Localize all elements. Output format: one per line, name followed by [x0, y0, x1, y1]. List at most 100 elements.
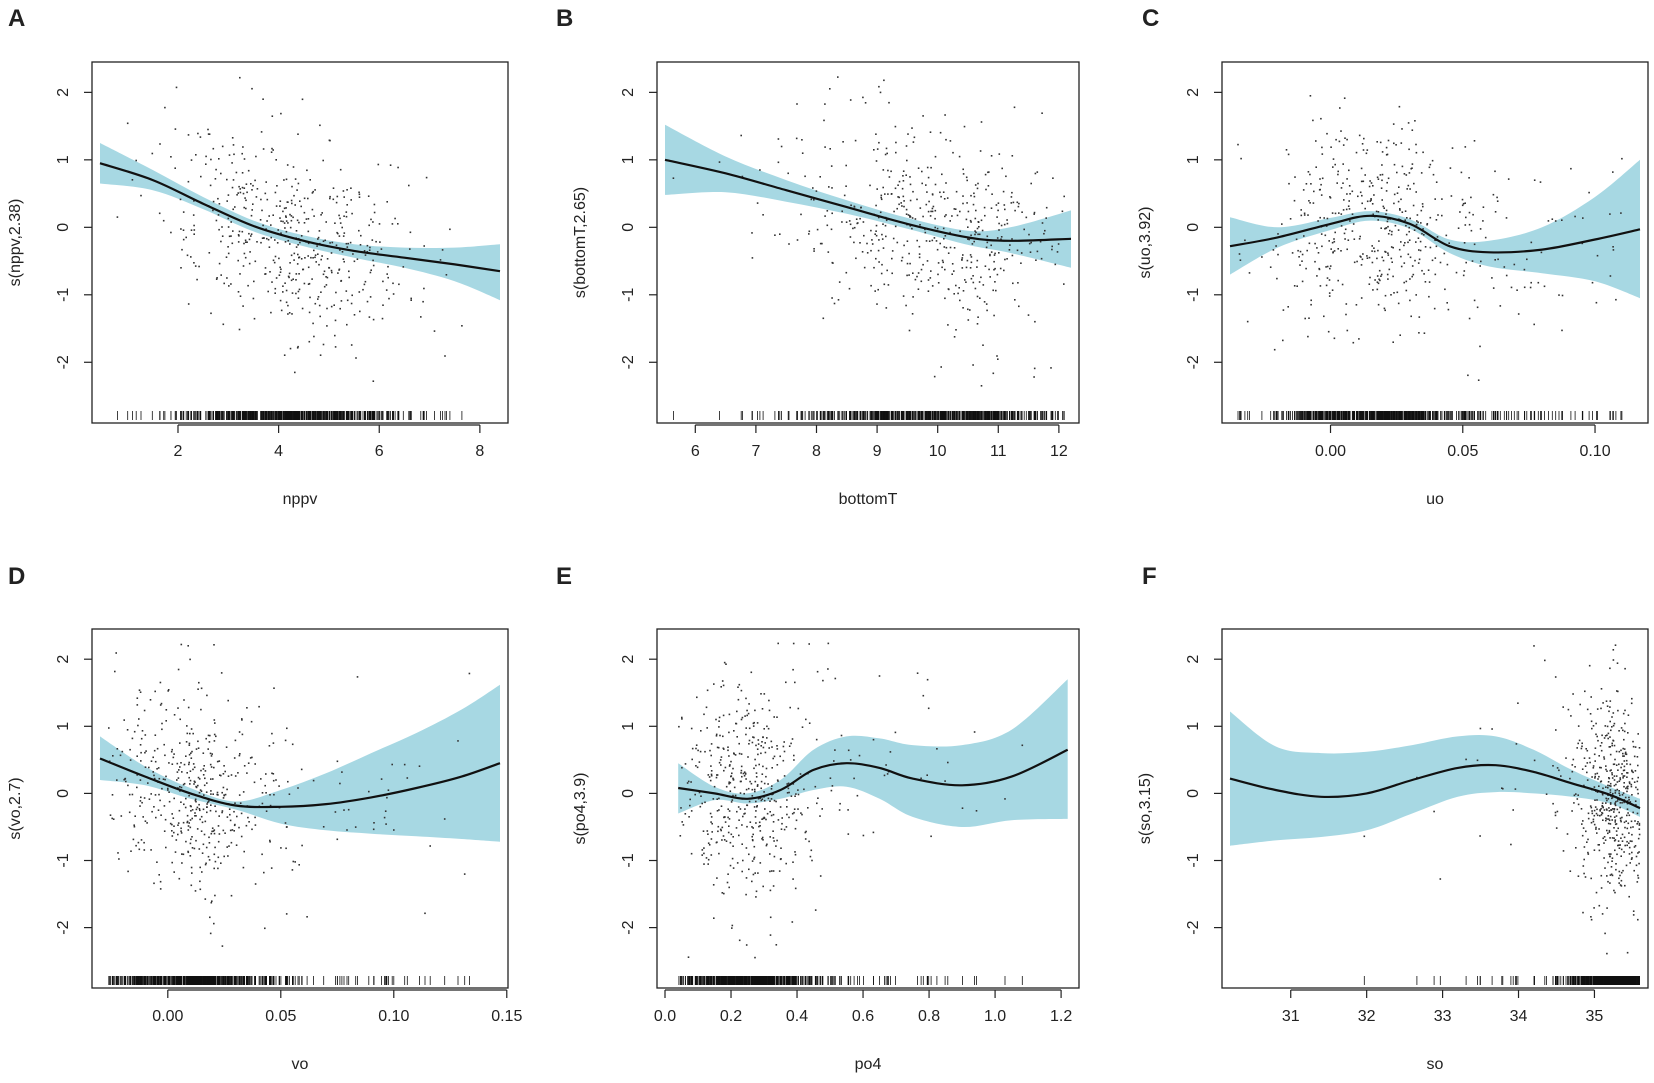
data-point: [194, 799, 197, 802]
data-point: [801, 139, 803, 141]
data-point: [752, 736, 754, 738]
data-point: [986, 241, 989, 244]
data-point: [160, 702, 163, 705]
data-point: [1342, 163, 1344, 165]
data-point: [929, 131, 932, 133]
data-point: [1237, 143, 1239, 146]
data-point: [242, 146, 244, 148]
data-point: [1030, 182, 1032, 185]
data-point: [740, 718, 743, 721]
data-point: [1301, 260, 1303, 262]
data-point: [768, 709, 771, 712]
data-point: [1434, 273, 1437, 276]
data-point: [189, 779, 192, 782]
data-point: [188, 761, 190, 764]
data-point: [1392, 123, 1395, 125]
data-point: [1400, 265, 1403, 268]
data-point: [331, 271, 333, 274]
data-point: [247, 762, 250, 764]
data-point: [1360, 167, 1363, 170]
data-point: [241, 719, 243, 721]
data-point: [1561, 219, 1563, 221]
data-point: [190, 757, 193, 759]
data-point: [1482, 220, 1484, 222]
data-point: [700, 730, 702, 732]
data-point: [282, 220, 284, 223]
data-point: [186, 772, 188, 774]
data-point: [1321, 177, 1324, 180]
data-point: [287, 275, 290, 278]
data-point: [681, 716, 683, 719]
data-point: [164, 818, 167, 821]
data-point: [186, 732, 189, 735]
data-point: [976, 227, 979, 230]
data-point: [1543, 285, 1546, 288]
data-point: [243, 850, 245, 853]
data-point: [463, 873, 466, 875]
data-point: [813, 250, 815, 252]
data-point: [313, 215, 315, 217]
data-point: [291, 292, 294, 294]
data-point: [289, 262, 291, 264]
data-point: [971, 243, 974, 245]
data-point: [279, 299, 282, 302]
data-point: [131, 737, 134, 740]
data-point: [410, 299, 412, 301]
data-point: [247, 169, 250, 172]
data-point: [849, 99, 852, 101]
data-point: [1021, 211, 1023, 213]
data-point: [355, 357, 357, 359]
data-point: [322, 273, 325, 276]
data-point: [719, 734, 721, 737]
data-point: [204, 777, 206, 780]
data-point: [1016, 249, 1019, 252]
data-point: [1390, 246, 1393, 248]
data-point: [998, 153, 1001, 155]
data-point: [147, 782, 149, 784]
data-point: [931, 239, 934, 242]
data-point: [760, 799, 763, 802]
data-point: [961, 257, 964, 259]
data-point: [358, 196, 361, 198]
data-point: [236, 194, 238, 196]
data-point: [210, 901, 213, 904]
data-point: [793, 754, 795, 757]
data-point: [195, 839, 197, 842]
data-point: [853, 777, 855, 780]
data-point: [973, 192, 975, 195]
data-point: [1330, 146, 1332, 148]
data-point: [1282, 339, 1284, 342]
data-point: [1276, 277, 1278, 280]
data-point: [1332, 158, 1335, 160]
data-point: [243, 242, 245, 245]
data-point: [830, 228, 833, 231]
data-point: [1446, 302, 1448, 304]
data-point: [230, 283, 232, 285]
data-point: [194, 265, 197, 267]
data-point: [139, 800, 142, 802]
data-point: [687, 956, 690, 958]
data-point: [221, 810, 224, 812]
data-point: [831, 212, 833, 215]
data-point: [197, 740, 199, 743]
data-point: [1431, 259, 1434, 262]
data-point: [1303, 214, 1306, 216]
data-point: [1386, 273, 1389, 276]
data-point: [882, 223, 884, 225]
data-point: [1017, 205, 1020, 208]
data-point: [271, 772, 273, 775]
data-point: [307, 197, 309, 200]
data-point: [180, 643, 183, 646]
data-point: [786, 792, 789, 794]
data-point: [262, 224, 264, 227]
data-point: [157, 767, 160, 769]
data-point: [1029, 251, 1032, 253]
data-point: [1380, 227, 1382, 229]
data-point: [251, 87, 253, 90]
data-point: [140, 751, 142, 754]
data-point: [710, 773, 713, 776]
data-point: [1445, 234, 1448, 237]
data-point: [115, 652, 117, 654]
data-point: [209, 752, 212, 755]
data-point: [1358, 338, 1360, 340]
